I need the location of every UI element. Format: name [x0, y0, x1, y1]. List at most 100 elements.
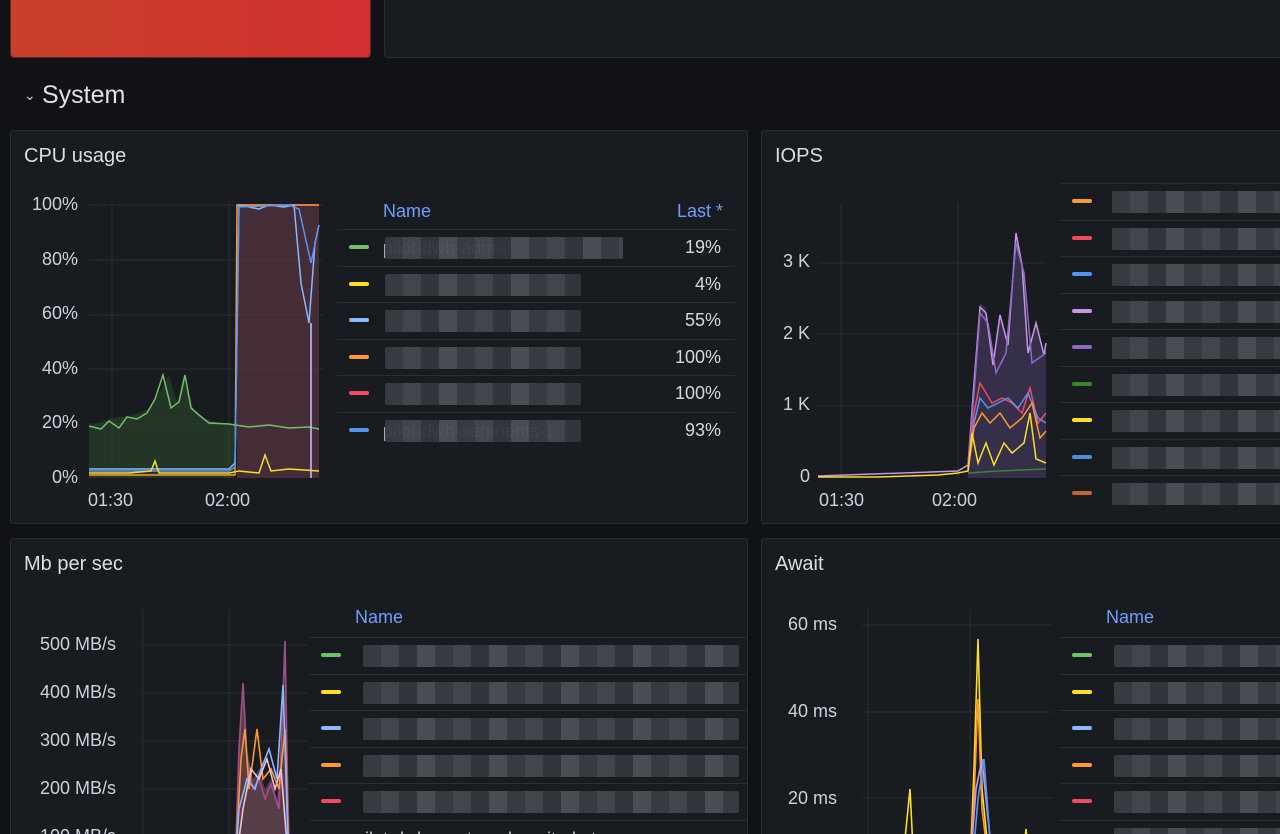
series-name: pilot-dwh-master:vda-write-byte-per-sec: [355, 829, 735, 834]
series-color-swatch: [1072, 272, 1092, 276]
redacted-name: [385, 310, 581, 332]
redacted-name: [1114, 718, 1280, 740]
legend-row[interactable]: 4%: [337, 265, 735, 302]
legend-row[interactable]: [1060, 365, 1280, 402]
redacted-name: [1112, 227, 1280, 250]
cpu-chart: [88, 203, 323, 478]
legend-row[interactable]: [1060, 292, 1280, 329]
legend-row[interactable]: [309, 637, 747, 673]
series-color-swatch: [321, 799, 341, 803]
legend-header-name[interactable]: Name: [383, 201, 432, 221]
top-panel[interactable]: [384, 0, 1280, 58]
status-stat-panel[interactable]: [10, 0, 371, 58]
series-color-swatch: [1072, 762, 1092, 767]
legend-row[interactable]: [1060, 256, 1280, 292]
legend-row[interactable]: pilot-dwh-segments-193%: [337, 411, 735, 448]
series-color-swatch: [321, 689, 341, 694]
panel-iops[interactable]: IOPS 3 K 2 K 1 K 0 01:30 02:00: [761, 130, 1280, 524]
legend-row[interactable]: [1060, 329, 1280, 365]
series-color-swatch: [1072, 199, 1092, 203]
y-tick-label: 20%: [41, 412, 78, 433]
redacted-name: [1114, 681, 1280, 704]
legend-row[interactable]: [1060, 438, 1280, 475]
legend-row[interactable]: [1060, 819, 1280, 834]
row-title: System: [42, 80, 126, 109]
panel-await[interactable]: Await 60 ms 40 ms 20 ms Name: [761, 538, 1280, 834]
y-tick-label: 0%: [51, 467, 78, 487]
y-tick-label: 1 K: [782, 394, 810, 415]
redacted-name: [363, 681, 739, 704]
redacted-name: [1112, 373, 1280, 396]
legend-header-name[interactable]: Name: [355, 607, 404, 627]
redacted-name: [385, 419, 581, 442]
y-tick-label: 100%: [31, 194, 78, 214]
y-tick-label: 500 MB/s: [39, 634, 116, 654]
series-color-swatch: [321, 762, 341, 767]
redacted-name: [363, 718, 739, 740]
series-last-value: 100%: [674, 383, 721, 403]
series-color-swatch: [1072, 381, 1092, 386]
series-color-swatch: [1072, 653, 1092, 657]
series-color-swatch: [1072, 308, 1092, 313]
redacted-name: [1114, 791, 1280, 813]
series-last-value: 4%: [694, 273, 721, 294]
series-color-swatch: [349, 245, 369, 249]
chevron-down-icon: ⌄: [24, 86, 36, 103]
series-last-value: 55%: [684, 310, 721, 330]
legend-row[interactable]: [1060, 746, 1280, 783]
series-color-swatch: [1072, 235, 1092, 240]
series-color-swatch: [1072, 726, 1092, 730]
panel-mb-per-sec[interactable]: Mb per sec 500 MB/s 400 MB/s 300 MB/s 200 M…: [10, 538, 748, 834]
y-tick-label: 200 MB/s: [39, 778, 116, 798]
y-tick-label: 300 MB/s: [39, 730, 116, 750]
redacted-name: [1112, 410, 1280, 432]
redacted-name: [1112, 191, 1280, 213]
legend-row[interactable]: [1060, 710, 1280, 746]
legend-row[interactable]: [1060, 183, 1280, 219]
y-tick-label: 40 ms: [787, 701, 837, 721]
series-last-value: 93%: [684, 419, 721, 440]
legend-row[interactable]: [309, 673, 747, 710]
legend-row[interactable]: 100%: [337, 375, 735, 411]
legend-header-last[interactable]: Last *: [676, 201, 723, 221]
series-color-swatch: [349, 427, 369, 432]
panel-cpu-usage[interactable]: CPU usage 100% 80% 60% 40% 20% 0% 01:30 02:00 …: [10, 130, 748, 524]
redacted-name: [1114, 827, 1280, 834]
legend-row[interactable]: [1060, 402, 1280, 438]
redacted-name: [1112, 337, 1280, 359]
y-tick-label: 60%: [41, 303, 78, 324]
redacted-name: [385, 237, 623, 259]
legend-row[interactable]: [309, 783, 747, 819]
panel-title: IOPS: [775, 145, 823, 167]
redacted-name: [1114, 754, 1280, 777]
y-tick-label: 40%: [41, 357, 78, 378]
legend-row[interactable]: [309, 746, 747, 783]
y-tick-label: 80%: [41, 248, 78, 269]
legend-row[interactable]: [1060, 673, 1280, 710]
legend-row[interactable]: [1060, 637, 1280, 673]
redacted-name: [363, 754, 739, 777]
legend-row[interactable]: 55%: [337, 302, 735, 338]
series-color-swatch: [1072, 689, 1092, 694]
legend-row[interactable]: [1060, 783, 1280, 819]
series-color-swatch: [1072, 345, 1092, 349]
y-tick-label: 0: [799, 466, 810, 487]
legend-row[interactable]: [309, 710, 747, 746]
series-color-swatch: [349, 281, 369, 286]
legend-row[interactable]: pilot-dwh-master:vda-write-byte-per-sec: [309, 819, 747, 834]
row-header-system[interactable]: ⌄ System: [24, 80, 125, 110]
legend-row[interactable]: pilot-dwh-adm-...19%: [337, 229, 735, 265]
series-color-swatch: [349, 391, 369, 395]
legend-header-name[interactable]: Name: [1106, 607, 1155, 627]
redacted-name: [385, 346, 581, 369]
mb-chart: [139, 609, 307, 834]
redacted-name: [1112, 483, 1280, 505]
y-tick-label: 400 MB/s: [39, 682, 116, 702]
series-color-swatch: [1072, 418, 1092, 422]
legend-row[interactable]: 100%: [337, 338, 735, 375]
legend-row[interactable]: [1060, 219, 1280, 256]
x-tick-label: 02:00: [932, 490, 978, 510]
legend-row[interactable]: [1060, 475, 1280, 511]
y-tick-label: 60 ms: [787, 614, 837, 634]
series-color-swatch: [349, 318, 369, 322]
